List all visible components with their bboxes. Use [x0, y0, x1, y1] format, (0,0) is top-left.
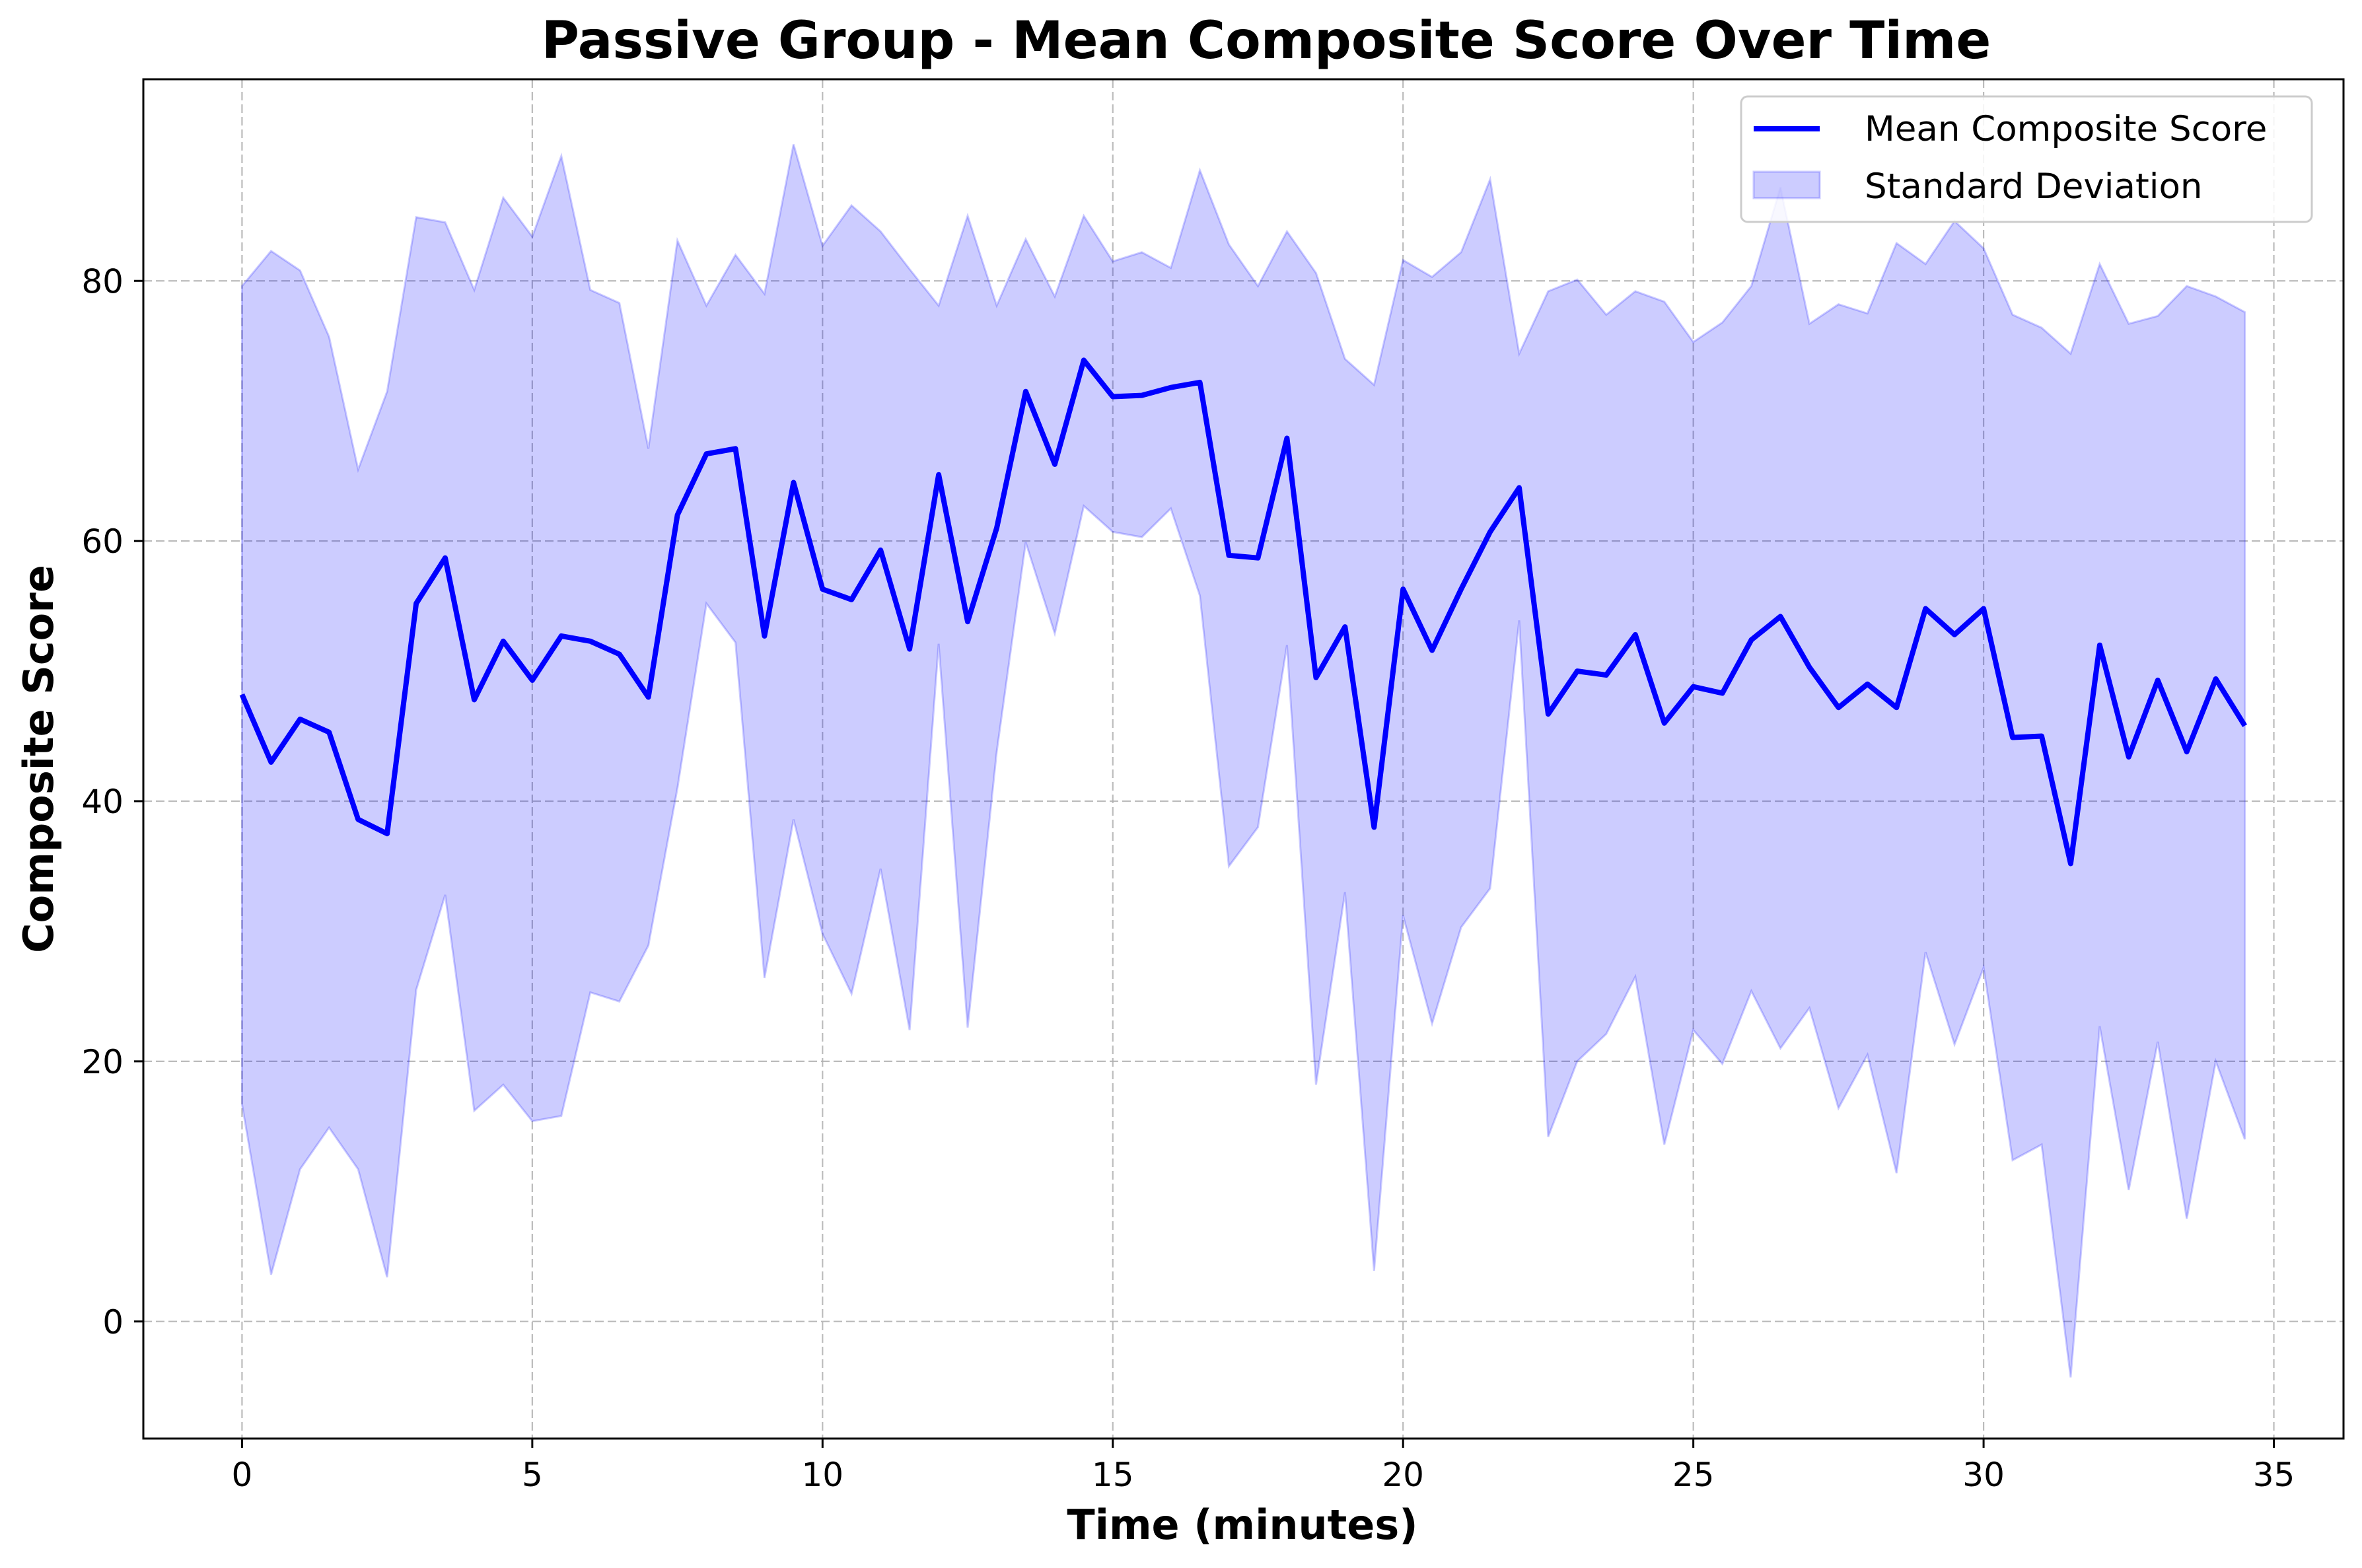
- legend: Mean Composite Score Standard Deviation: [1740, 95, 2313, 223]
- mean-line-layer: [239, 357, 2247, 867]
- legend-label-std: Standard Deviation: [1865, 166, 2202, 207]
- grid-lines: [143, 79, 2344, 1439]
- x-tick-label: 5: [522, 1456, 543, 1494]
- legend-label-mean: Mean Composite Score: [1865, 109, 2267, 149]
- std-deviation-band: [240, 144, 2246, 1378]
- x-axis-ticks: 0 5 10 15 20 25 30 35: [232, 1439, 2295, 1494]
- chart-title: Passive Group - Mean Composite Score Ove…: [542, 11, 1991, 71]
- x-tick-label: 35: [2253, 1456, 2295, 1494]
- y-tick-label: 60: [81, 522, 124, 561]
- y-axis-ticks: 0 20 40 60 80: [81, 262, 143, 1341]
- x-tick-label: 10: [801, 1456, 843, 1494]
- y-tick-label: 20: [81, 1043, 124, 1081]
- x-tick-label: 20: [1382, 1456, 1424, 1494]
- y-tick-label: 80: [81, 262, 124, 301]
- legend-band-swatch: [1752, 170, 1821, 199]
- std-band-layer: [240, 144, 2246, 1378]
- x-tick-label: 15: [1092, 1456, 1134, 1494]
- mean-composite-line: [239, 357, 2247, 867]
- y-tick-label: 40: [81, 783, 124, 821]
- x-axis-label: Time (minutes): [1067, 1501, 1417, 1549]
- plot-frame: [142, 78, 2345, 1440]
- x-tick-label: 0: [232, 1456, 253, 1494]
- y-tick-label: 0: [102, 1303, 124, 1341]
- legend-box: [1740, 95, 2313, 223]
- y-axis-label: Composite Score: [15, 565, 63, 953]
- x-tick-label: 25: [1672, 1456, 1715, 1494]
- x-tick-label: 30: [1962, 1456, 2005, 1494]
